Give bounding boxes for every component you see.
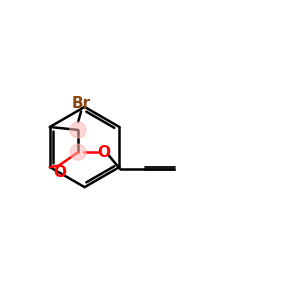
- Circle shape: [70, 122, 86, 138]
- Text: O: O: [97, 145, 110, 160]
- Circle shape: [70, 144, 86, 160]
- Text: O: O: [53, 165, 66, 180]
- Text: Br: Br: [71, 96, 91, 111]
